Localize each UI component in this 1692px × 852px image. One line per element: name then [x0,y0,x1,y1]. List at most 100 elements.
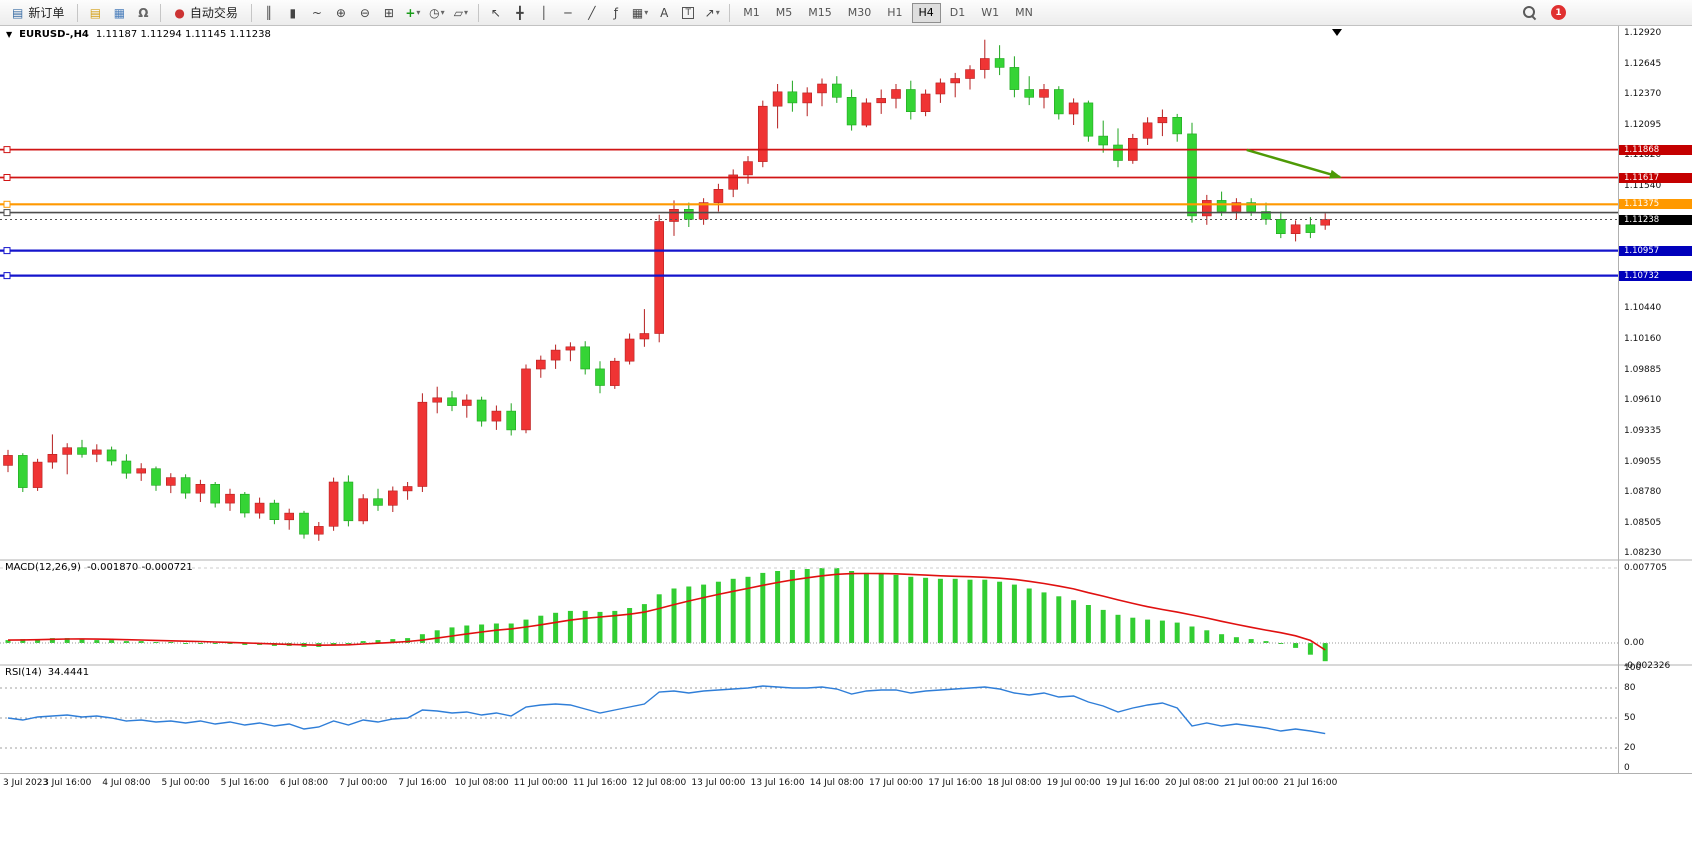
autotrade-icon: ● [174,5,185,20]
timeframe-m30[interactable]: M30 [847,6,872,19]
orange-pivot-line-price-tag: 1.11375 [1619,199,1692,210]
timeframe-m1[interactable]: M1 [743,6,760,19]
macd-axis-tick: 0.007705 [1624,563,1667,573]
price-axis-tick: 1.12095 [1624,119,1662,130]
chart-shift-marker[interactable] [1332,29,1342,36]
red-resistance-line-2-price-tag: 1.11617 [1619,172,1692,183]
text-tool-icon[interactable]: A [660,5,669,20]
gray-support-line-handle[interactable] [3,209,11,217]
rsi-axis-tick: 50 [1624,713,1636,723]
autotrade-button[interactable]: ● 自动交易 [166,3,246,23]
red-resistance-line-1-handle[interactable] [3,146,11,154]
shapes-tool-icon[interactable]: ▦ ▾ [631,5,649,20]
toolbar-group-timeframes: M1 M5 M15 M30 H1 H4 D1 W1 MN [735,2,1041,23]
timeframe-w1[interactable]: W1 [981,6,1000,19]
timeframe-h4[interactable]: H4 [911,2,941,23]
timeframe-m15[interactable]: M15 [808,6,832,19]
time-axis-label: 11 Jul 00:00 [513,778,568,788]
time-axis-label: 5 Jul 16:00 [220,778,269,788]
price-axis[interactable]: 1.12920 1.12645 1.12370 1.12095 1.11820 1.115… [1618,26,1692,773]
time-axis-label: 13 Jul 00:00 [691,778,746,788]
toolbar-right: 1 [1522,5,1688,20]
red-resistance-line-1-price-tag: 1.11868 [1619,144,1692,155]
macd-signal-line [7,572,1326,651]
time-axis-label: 21 Jul 16:00 [1283,778,1338,788]
autotrade-label: 自动交易 [189,6,238,20]
time-axis-label: 18 Jul 08:00 [987,778,1042,788]
price-axis-tick: 1.11540 [1624,181,1662,191]
timeframe-h1[interactable]: H1 [887,6,903,19]
support-icon[interactable]: Ω [138,5,149,20]
price-axis-tick: 1.09885 [1624,364,1662,375]
notification-badge[interactable]: 1 [1551,5,1566,20]
blue-support-line-1-handle[interactable] [3,247,11,255]
cursor-icon[interactable]: ↖ [490,5,501,20]
charts-icon[interactable]: ▤ [89,5,102,20]
chart-window: ▼ EURUSD-,H4 1.11187 1.11294 1.11145 1.1… [0,26,1692,852]
tile-windows-icon[interactable]: ⊞ [383,5,394,20]
search-icon[interactable] [1522,5,1537,20]
timeframe-mn[interactable]: MN [1015,6,1033,19]
blue-support-line-2-handle[interactable] [3,272,11,280]
bid-price-line-price-tag: 1.11238 [1619,214,1692,225]
timeframe-m5[interactable]: M5 [775,6,793,19]
horizontal-line-tool-icon[interactable]: ─ [564,5,572,20]
time-axis-label: 10 Jul 08:00 [454,778,509,788]
time-axis-label: 7 Jul 00:00 [339,778,388,788]
toolbar-group-drawing-tools: ↖ ╋ │ ─ ╱ ƒ ▦ ▾ A T ↗ ▾ [484,3,724,23]
rsi-title: RSI(14) [5,667,42,678]
time-axis-label: 7 Jul 16:00 [398,778,447,788]
time-axis-label: 6 Jul 08:00 [279,778,329,788]
arrows-tool-icon[interactable]: ↗ ▾ [704,5,720,20]
vertical-line-tool-icon[interactable]: │ [540,5,548,20]
time-axis-label: 19 Jul 00:00 [1046,778,1101,788]
templates-icon[interactable]: ▱ ▾ [453,5,468,20]
candlestick-chart-icon[interactable]: ▮ [289,5,297,20]
price-axis-tick: 1.12920 [1624,28,1662,38]
bar-chart-icon[interactable]: ║ [265,5,273,20]
macd-values: -0.001870 -0.000721 [86,562,193,573]
toolbar: ▤ 新订单 ▤ ▦ Ω ● 自动交易 ║ ▮ ~ ⊕ ⊖ ⊞ + ▾ ◷ ▾ ▱ ▾ ↖ ╋ │ ─ ╱ ƒ ▦ ▾ A T… [0,0,1692,26]
data-window-icon[interactable]: ▦ [113,5,126,20]
time-axis-label: 17 Jul 00:00 [869,778,923,788]
crosshair-icon[interactable]: ╋ [516,5,524,20]
price-line-objects [0,146,1618,280]
line-chart-icon[interactable]: ~ [311,5,322,20]
chart-title: ▼ EURUSD-,H4 1.11187 1.11294 1.11145 1.1… [6,29,271,40]
fibonacci-tool-icon[interactable]: ƒ [613,5,618,20]
toolbar-group-windows: ▤ ▦ Ω [83,3,155,23]
orange-pivot-line-handle[interactable] [3,200,11,208]
time-axis[interactable]: 3 Jul 2023 3 Jul 16:00 4 Jul 08:00 5 Jul 00… [0,773,1692,796]
rsi-axis-tick: 100 [1624,663,1642,673]
rsi-axis-tick: 0 [1624,763,1630,773]
chart-canvas[interactable] [0,26,1692,852]
zoom-out-icon[interactable]: ⊖ [359,5,370,20]
red-resistance-line-2-handle[interactable] [3,174,11,181]
time-axis-label: 20 Jul 08:00 [1165,778,1219,788]
price-axis-tick: 1.09055 [1624,456,1662,467]
symbol-timeframe-label: EURUSD-,H4 [19,29,89,40]
one-click-trading-toggle[interactable]: ▼ [6,30,13,39]
text-label-tool-icon[interactable]: T [676,3,700,23]
time-axis-label: 11 Jul 16:00 [573,778,627,788]
time-axis-label: 17 Jul 16:00 [928,778,983,788]
new-order-button[interactable]: ▤ 新订单 [4,3,72,23]
price-axis-tick: 1.12645 [1624,58,1662,69]
zoom-in-icon[interactable]: ⊕ [335,5,346,20]
rsi-line [7,685,1326,735]
trendline-tool-icon[interactable]: ╱ [588,5,596,20]
time-axis-label: 3 Jul 16:00 [43,778,92,788]
timeframe-d1[interactable]: D1 [949,6,966,19]
down-trend-arrow[interactable] [1246,148,1342,179]
blue-support-line-1-price-tag: 1.10957 [1619,245,1692,256]
macd-label: MACD(12,26,9) -0.001870 -0.000721 [5,562,193,573]
periods-icon[interactable]: ◷ ▾ [429,5,445,20]
indicators-icon[interactable]: + ▾ [405,5,421,20]
macd-axis-tick: 0.00 [1624,638,1645,648]
price-axis-tick: 1.11820 [1624,150,1662,160]
rsi-axis-tick: 80 [1624,683,1636,693]
price-axis-tick: 1.09610 [1624,395,1662,405]
price-axis-tick: 1.08230 [1624,548,1662,558]
price-axis-tick: 1.08780 [1624,487,1662,497]
price-axis-tick: 1.10440 [1624,303,1662,313]
